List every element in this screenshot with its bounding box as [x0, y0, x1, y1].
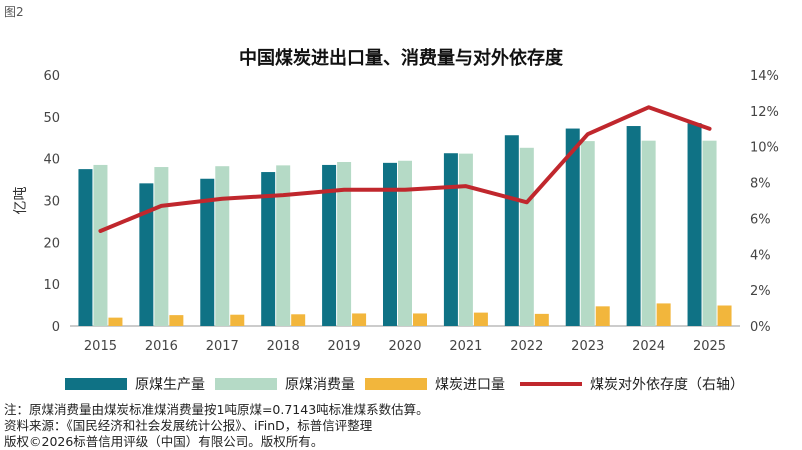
y2-tick-label: 8% [750, 177, 771, 192]
bar-1 [337, 162, 352, 326]
bar-0 [687, 123, 702, 326]
x-tick-label: 2016 [145, 339, 178, 354]
bar-0 [139, 183, 154, 326]
bar-0 [261, 172, 276, 326]
bar-2 [291, 314, 306, 326]
y-tick-label: 0 [52, 320, 60, 335]
bar-1 [93, 164, 108, 326]
bar-2 [169, 315, 184, 326]
legend-label: 原煤生产量 [135, 377, 205, 393]
bar-0 [443, 153, 458, 326]
y2-tick-label: 6% [750, 212, 771, 227]
bar-2 [230, 314, 245, 326]
chart-canvas: 0 10 20 30 40 50 60 0% 2% 4% 6% 8% 10% 12% 14% 亿吨 2015 20… [13, 69, 779, 393]
legend-swatch [65, 378, 127, 390]
x-tick-label: 2021 [449, 339, 482, 354]
y2-tick-label: 14% [750, 69, 779, 84]
y2-tick-label: 10% [750, 141, 779, 156]
bar-0 [565, 128, 580, 326]
bar-1 [580, 141, 595, 326]
bar-0 [383, 162, 397, 326]
bar-1 [641, 140, 656, 326]
x-tick-label: 2018 [267, 339, 300, 354]
bar-2 [413, 313, 427, 326]
chart-legend: 原煤生产量 原煤消费量 煤炭进口量 煤炭对外依存度（右轴） [65, 377, 744, 393]
y2-tick-label: 12% [750, 105, 779, 120]
bar-2 [717, 305, 732, 326]
footnote-copyright: 版权©2026标普信用评级（中国）有限公司。版权所有。 [4, 434, 324, 449]
x-tick-label: 2020 [388, 339, 421, 354]
bar-2 [473, 312, 488, 326]
bar-1 [702, 140, 717, 326]
bar-0 [200, 178, 215, 326]
y-tick-label: 40 [43, 153, 60, 168]
legend-label: 煤炭对外依存度（右轴） [590, 377, 744, 393]
y2-tick-label: 4% [750, 248, 771, 263]
bar-0 [322, 164, 337, 326]
y-axis-label: 亿吨 [13, 187, 29, 215]
legend-swatch [215, 378, 277, 390]
bar-2 [352, 313, 367, 326]
bar-0 [626, 126, 641, 326]
y-tick-label: 30 [43, 195, 60, 210]
bar-1 [519, 147, 534, 326]
chart-axes: 0 10 20 30 40 50 60 0% 2% 4% 6% 8% 10% 12% 14% 亿吨 2015 20… [13, 69, 779, 354]
y-tick-label: 10 [43, 278, 60, 293]
y2-tick-label: 0% [750, 320, 771, 335]
bar-2 [534, 313, 549, 326]
x-tick-label: 2017 [206, 339, 239, 354]
footnote-source: 资料来源：《国民经济和社会发展统计公报》、iFinD，标普信评整理 [4, 418, 373, 433]
chart-bars [78, 123, 732, 326]
bar-2 [595, 306, 610, 326]
bar-1 [154, 167, 169, 326]
legend-label: 煤炭进口量 [435, 377, 505, 393]
footnote-note: 注：原煤消费量由煤炭标准煤消费量按1吨原煤=0.7143吨标准煤系数估算。 [4, 402, 429, 417]
bar-2 [108, 317, 123, 326]
bar-0 [78, 169, 93, 326]
x-tick-label: 2024 [632, 339, 665, 354]
x-tick-label: 2025 [693, 339, 726, 354]
x-tick-label: 2022 [510, 339, 543, 354]
x-tick-label: 2023 [571, 339, 604, 354]
footnotes: 注：原煤消费量由煤炭标准煤消费量按1吨原煤=0.7143吨标准煤系数估算。 资料… [4, 402, 429, 450]
bar-1 [458, 153, 473, 326]
legend-swatch [365, 378, 427, 390]
x-tick-label: 2019 [328, 339, 361, 354]
bar-1 [215, 166, 230, 326]
y-tick-label: 50 [43, 111, 60, 126]
dependency-line [98, 105, 712, 233]
bar-1 [398, 160, 412, 326]
x-tick-label: 2015 [84, 339, 117, 354]
bar-2 [656, 303, 671, 326]
bar-1 [276, 165, 291, 326]
legend-label: 原煤消费量 [285, 377, 355, 393]
bar-0 [504, 135, 519, 326]
figure-label: 图2 [4, 5, 24, 19]
y-tick-label: 60 [43, 69, 60, 84]
y2-tick-label: 2% [750, 284, 771, 299]
y-tick-label: 20 [43, 236, 60, 251]
chart-title: 中国煤炭进出口量、消费量与对外依存度 [239, 48, 563, 69]
chart-line [98, 105, 712, 233]
